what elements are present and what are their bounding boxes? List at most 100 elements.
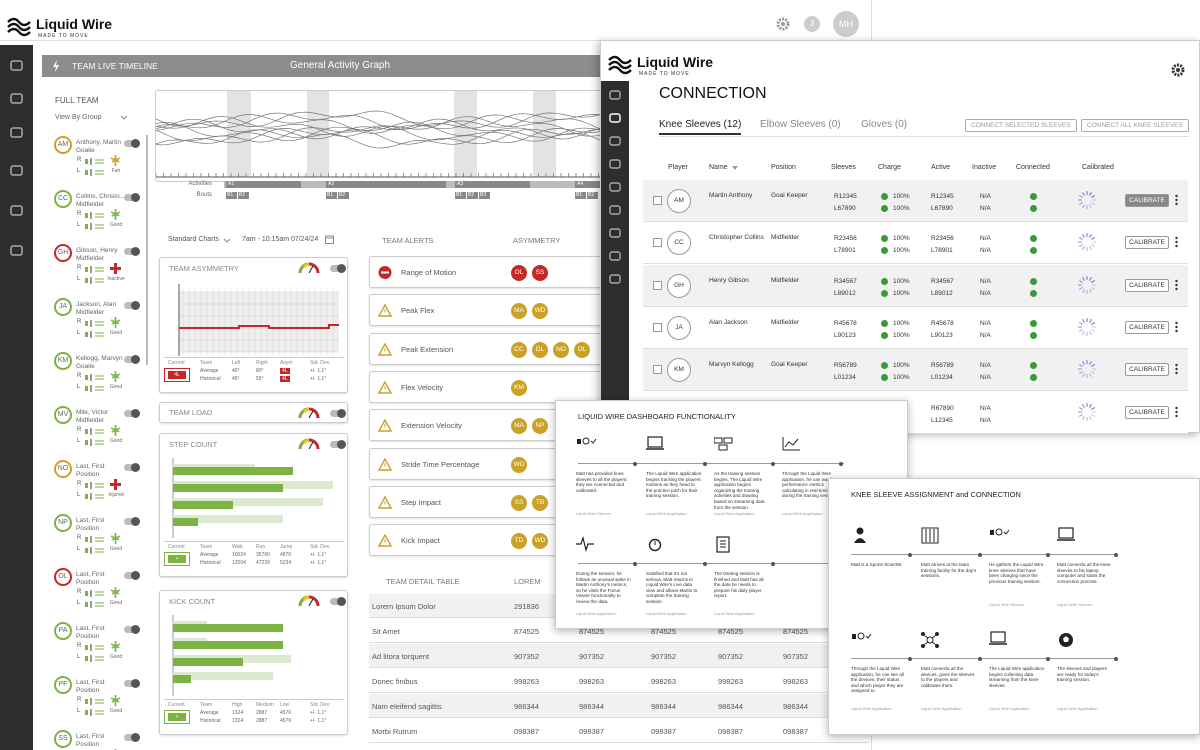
detail-cell: 998263 <box>651 677 677 686</box>
toggle[interactable] <box>124 463 140 472</box>
alert-player[interactable]: OL <box>511 265 527 281</box>
alert-player[interactable]: WD <box>532 533 548 550</box>
calibrate-button[interactable]: CALIBRATE <box>1125 236 1169 250</box>
detail-cell: 986344 <box>783 702 809 711</box>
row-checkbox[interactable] <box>653 280 662 290</box>
toggle[interactable] <box>124 571 140 580</box>
player-name: Last, First <box>76 571 105 578</box>
toggle-knob <box>337 409 346 418</box>
view-by[interactable]: View By Group <box>55 114 102 121</box>
step-text: As the training session begins, The Liqu… <box>714 471 765 510</box>
user-avatar[interactable]: MH <box>833 11 859 37</box>
timeline-line <box>578 463 844 464</box>
alert-player[interactable]: WD <box>532 303 548 320</box>
toggle[interactable] <box>124 625 140 634</box>
alert-row[interactable]: Peak Flex MA WD <box>369 294 609 327</box>
alert-player[interactable]: NP <box>532 418 548 435</box>
active-id: R23456 <box>931 235 954 243</box>
toggle[interactable] <box>124 193 140 202</box>
toggle[interactable] <box>124 355 140 364</box>
alert-row[interactable]: Flex Velocity KM <box>369 370 609 403</box>
toggle-knob <box>131 625 140 634</box>
nav-icon <box>609 205 621 215</box>
charge-level: 100% <box>893 374 910 382</box>
row-checkbox[interactable] <box>653 322 662 332</box>
table-header: Std. Dev. <box>310 702 331 708</box>
alert-player[interactable]: SS <box>511 494 527 511</box>
toggle[interactable] <box>124 517 140 526</box>
table-header: Team <box>200 360 213 366</box>
table-cell: +/- 1.1° <box>310 552 327 558</box>
alert-player[interactable]: TB <box>532 494 548 511</box>
alert-player[interactable]: KM <box>511 379 527 396</box>
notification-badge[interactable]: 3 <box>804 16 820 32</box>
charge-level: 100% <box>893 289 910 297</box>
toggle[interactable] <box>124 733 140 742</box>
chart-selector[interactable]: Standard Charts <box>168 236 219 243</box>
alert-player[interactable]: DL <box>532 341 548 358</box>
calibrate-button[interactable]: CALIBRATE <box>1125 194 1169 207</box>
table-cell: +/- 1.1° <box>310 560 327 566</box>
row-checkbox[interactable] <box>653 196 662 205</box>
toggle[interactable] <box>330 264 346 273</box>
nav-icon <box>609 274 621 284</box>
connect-button[interactable]: CONNECT ALL KNEE SLEEVES <box>1081 119 1189 132</box>
detail-cell: 098387 <box>718 727 744 736</box>
alert-icon <box>378 380 392 394</box>
column-header: Connected <box>1016 164 1050 171</box>
toggle[interactable] <box>124 139 140 148</box>
alert-player[interactable]: OL <box>574 341 590 358</box>
tab[interactable]: Knee Sleeves (12) <box>659 119 742 135</box>
alert-player[interactable]: MA <box>511 418 527 435</box>
table-row <box>643 349 1188 392</box>
alert-player[interactable]: CC <box>511 341 527 358</box>
row-checkbox[interactable] <box>653 238 662 248</box>
calibrate-button[interactable]: CALIBRATE <box>1125 320 1169 334</box>
calibrate-button[interactable]: CALIBRATE <box>1125 278 1169 292</box>
connected-check <box>1030 374 1037 382</box>
step-icon <box>782 437 800 451</box>
table-header: Run <box>256 544 266 550</box>
toggle[interactable] <box>330 409 346 418</box>
alert-row[interactable]: Peak Extension CC DL NO OL <box>369 332 609 365</box>
step-text: Matt has provided knee sleeves to all th… <box>576 471 628 493</box>
toggle[interactable] <box>124 679 140 688</box>
detail-cell: Lorem Ipsum Dolor <box>372 602 436 611</box>
detail-cell: 874525 <box>514 627 540 636</box>
active-id: L12345 <box>931 416 953 424</box>
calibrate-button[interactable]: CALIBRATE <box>1125 405 1169 419</box>
alert-row[interactable]: Range of Motion OL SS <box>369 256 609 288</box>
tab[interactable]: Elbow Sleeves (0) <box>760 119 841 130</box>
side-label: L <box>77 276 81 282</box>
alert-player[interactable]: WD <box>511 456 527 473</box>
connect-button[interactable]: CONNECT SELECTED SLEEVES <box>965 119 1077 132</box>
toggle[interactable] <box>330 597 346 606</box>
toggle[interactable] <box>124 247 140 256</box>
step-dot <box>771 461 775 466</box>
timeline-tab[interactable]: TEAM LIVE TIMELINE <box>72 61 158 71</box>
toggle[interactable] <box>124 409 140 418</box>
tab[interactable]: Gloves (0) <box>861 119 908 130</box>
step-dot <box>633 561 637 566</box>
table-cell: 5234 <box>280 560 292 566</box>
row-checkbox[interactable] <box>653 365 662 375</box>
avatar: GH <box>54 244 72 262</box>
toggle[interactable] <box>330 440 346 449</box>
chart-area <box>169 456 341 540</box>
step-icon <box>716 536 730 553</box>
avatar: NO <box>54 460 72 478</box>
step-text: He gathers the Liquid Wire knee sleeves … <box>989 562 1044 584</box>
alert-player[interactable]: SS <box>532 265 548 281</box>
alert-player[interactable]: TD <box>511 533 527 550</box>
bout-block: B3 <box>479 192 490 199</box>
alert-player[interactable]: MA <box>511 303 527 320</box>
toggle[interactable] <box>124 301 140 310</box>
column-header[interactable]: Name <box>709 164 728 171</box>
nav-icon <box>10 60 23 71</box>
calibrate-button[interactable]: CALIBRATE <box>1125 363 1169 377</box>
charge-level: 100% <box>893 331 910 339</box>
status-label: Good <box>109 438 123 444</box>
nav-icon <box>609 251 621 261</box>
alert-player[interactable]: NO <box>553 341 569 358</box>
